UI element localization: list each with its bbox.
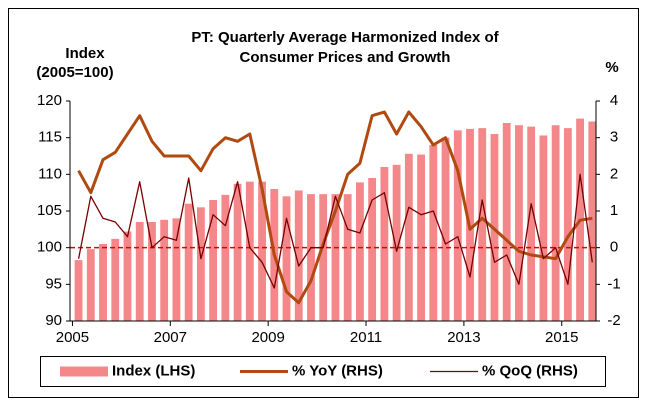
y2-tick-label: -1 (607, 275, 620, 292)
legend-swatch (60, 366, 108, 377)
bar (209, 200, 218, 321)
legend-label: % YoY (RHS) (292, 362, 383, 379)
bar (343, 194, 352, 321)
bar (221, 194, 230, 321)
bar (563, 128, 572, 321)
bar (453, 130, 462, 321)
bar (135, 222, 144, 321)
bar (111, 238, 120, 321)
bar (160, 219, 169, 321)
y-tick-label: 120 (37, 92, 62, 109)
y2-tick-label: 0 (610, 239, 618, 256)
bar (86, 249, 95, 321)
y-tick-label: 105 (37, 202, 62, 219)
x-tick-label: 2013 (447, 329, 480, 346)
bar (368, 178, 377, 321)
bar (99, 244, 107, 321)
bar (172, 218, 181, 321)
bar (515, 125, 523, 321)
x-tick-label: 2007 (154, 329, 187, 346)
bar (539, 135, 548, 321)
y2-tick-label: 1 (610, 202, 618, 219)
y-tick-label: 95 (45, 275, 62, 292)
bar (392, 164, 401, 321)
bar (527, 126, 536, 322)
bar (294, 190, 303, 321)
y2-axis-label: % (605, 59, 618, 76)
bar (307, 194, 315, 321)
chart-title: Consumer Prices and Growth (240, 49, 451, 66)
bar (148, 222, 156, 321)
legend (40, 356, 606, 387)
y-tick-label: 100 (37, 239, 62, 256)
bar (502, 123, 511, 321)
y-tick-label: 115 (38, 129, 62, 146)
y-tick-label: 110 (38, 165, 62, 182)
x-tick-label: 2015 (545, 329, 578, 346)
bar (196, 207, 205, 321)
bar (588, 121, 597, 322)
bar (184, 203, 193, 321)
bar (319, 194, 328, 321)
x-tick-label: 2011 (350, 329, 382, 346)
x-tick-label: 2005 (56, 329, 89, 346)
y2-tick-label: 4 (610, 92, 618, 109)
y2-tick-label: 2 (610, 165, 618, 182)
bar (258, 181, 266, 321)
bar (417, 154, 425, 321)
bar (404, 153, 413, 321)
y-tick-label: 90 (45, 312, 62, 329)
bar (245, 181, 254, 321)
bar (380, 167, 389, 321)
chart-title: PT: Quarterly Average Harmonized Index o… (191, 29, 499, 46)
bar (331, 194, 340, 321)
bar (282, 196, 291, 321)
legend-label: Index (LHS) (112, 362, 195, 379)
bar (478, 128, 487, 321)
legend-label: % QoQ (RHS) (482, 362, 578, 379)
bar (429, 145, 438, 321)
bar (123, 231, 132, 321)
y2-tick-label: 3 (610, 129, 618, 146)
bar (441, 137, 450, 321)
bar (355, 182, 364, 321)
bar (551, 125, 560, 321)
bar (74, 260, 83, 321)
y-axis-label: (2005=100) (36, 64, 113, 81)
x-tick-label: 2009 (251, 329, 284, 346)
line-series (77, 173, 593, 289)
y-axis-label: Index (65, 45, 105, 62)
bar (233, 183, 242, 321)
y2-tick-label: -2 (607, 312, 620, 329)
line-series (77, 110, 593, 305)
